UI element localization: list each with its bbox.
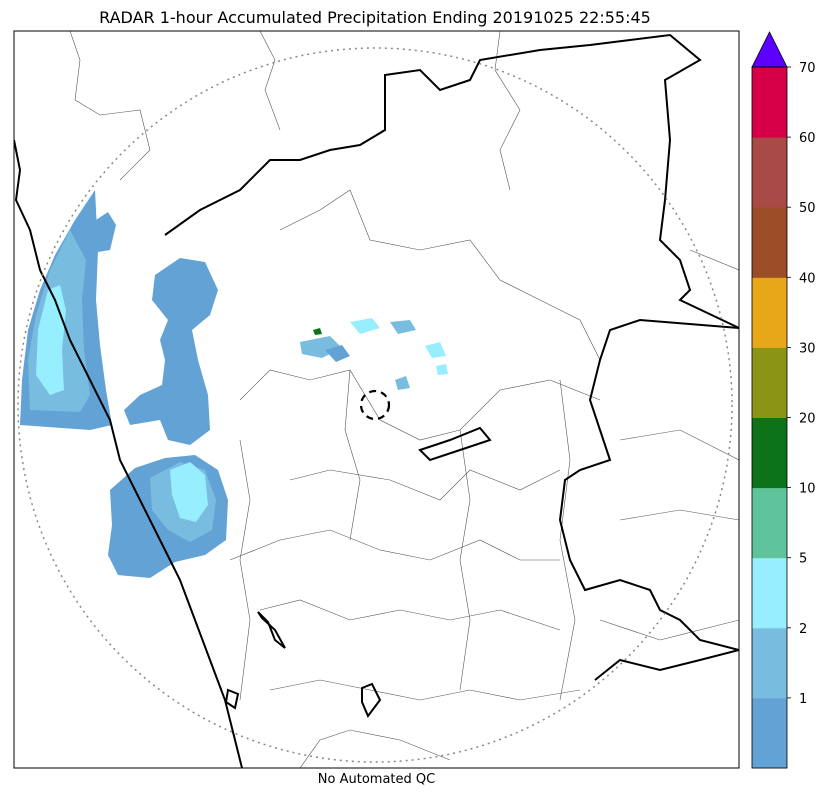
echo-west-coast-high — [36, 285, 66, 395]
echo-scattered-7 — [395, 376, 410, 390]
echo-scattered-4 — [390, 320, 416, 334]
colorbar-band-6 — [752, 277, 787, 348]
echo-north-strip — [96, 212, 116, 252]
district-boundaries — [69, 31, 739, 768]
radar-site-marker — [359, 389, 391, 421]
border-north — [164, 33, 739, 329]
colorbar-band-9 — [752, 67, 787, 138]
colorbar-tick-label: 30 — [799, 341, 816, 356]
echo-central-west — [124, 258, 218, 445]
border-enclave — [418, 426, 492, 462]
colorbar-tick-label: 70 — [799, 61, 816, 76]
colorbar-tick-label: 40 — [799, 271, 816, 286]
colorbar-band-3 — [752, 487, 787, 559]
island-2 — [361, 682, 382, 718]
state-boundaries — [14, 33, 739, 768]
colorbar-band-0 — [752, 697, 787, 769]
echo-south-west-high — [170, 462, 208, 522]
colorbar-band-5 — [752, 347, 787, 418]
echo-scattered-8 — [436, 364, 448, 375]
colorbar-extend-max — [751, 31, 788, 68]
radar-map — [13, 30, 740, 769]
coastline — [14, 139, 243, 768]
island-1 — [257, 611, 286, 649]
echo-scattered-3 — [325, 345, 350, 362]
colorbar-tick-label: 10 — [799, 482, 816, 497]
qc-note: No Automated QC — [317, 772, 436, 787]
colorbar-tick-label: 2 — [799, 622, 807, 637]
border-east — [558, 318, 739, 651]
border-southeast — [594, 649, 739, 681]
echo-scattered-5 — [425, 342, 446, 358]
colorbar-band-7 — [752, 207, 787, 278]
colorbar-band-1 — [752, 627, 787, 699]
map-frame — [13, 30, 740, 769]
echo-scattered-2 — [350, 318, 380, 334]
colorbar-tick-label: 1 — [799, 692, 807, 707]
colorbar-tick-label: 5 — [799, 552, 807, 567]
map-title: RADAR 1-hour Accumulated Precipitation E… — [99, 8, 651, 27]
range-ring — [17, 47, 733, 763]
colorbar-tick-label: 50 — [799, 201, 816, 216]
echo-scattered-6 — [313, 328, 322, 335]
colorbar-band-4 — [752, 417, 787, 489]
colorbar-tick-label: 20 — [799, 412, 816, 427]
island-3 — [224, 688, 240, 710]
colorbar-band-8 — [752, 137, 787, 208]
colorbar-band-2 — [752, 557, 787, 629]
precipitation-echoes — [20, 190, 448, 578]
colorbar-tick-label: 60 — [799, 131, 816, 146]
